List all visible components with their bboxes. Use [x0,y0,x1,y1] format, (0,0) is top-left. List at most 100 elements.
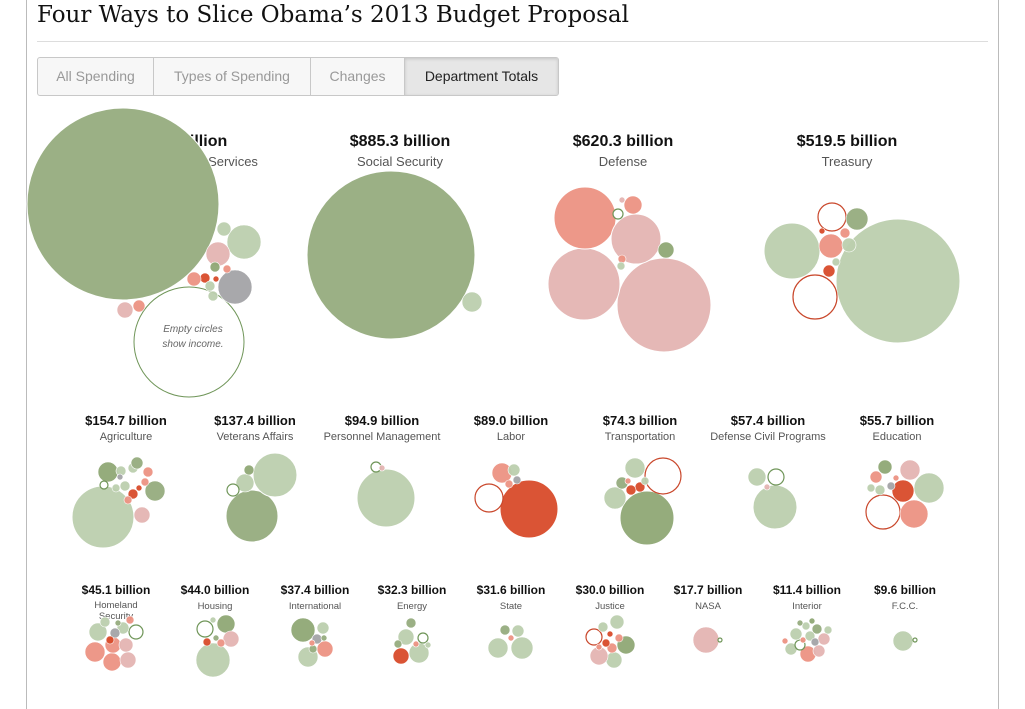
spending-bubble [811,623,823,635]
spending-bubble [216,614,236,634]
spending-bubble [397,628,415,646]
tab-department-totals[interactable]: Department Totals [405,58,558,95]
amount-label-personnel-management: $94.9 billion [345,413,419,428]
spending-bubble [130,456,144,470]
dept-label-defense-civil-programs: Defense Civil Programs [710,431,826,443]
spending-bubble [812,644,826,658]
spending-bubble [822,264,836,278]
dept-label-f-c-c: F.C.C. [892,601,918,612]
dept-label-transportation: Transportation [605,431,676,443]
spending-bubble [692,626,720,654]
spending-bubble [899,499,929,529]
spending-bubble [877,459,893,475]
dept-label-state: State [500,601,522,612]
tab-all-spending[interactable]: All Spending [38,58,154,95]
spending-bubble [88,622,108,642]
spending-bubble [132,299,146,313]
spending-bubble [212,275,220,283]
spending-bubble [209,616,217,624]
spending-bubble [195,642,231,678]
income-bubble [767,468,785,486]
amount-label-labor: $89.0 billion [474,413,548,428]
tab-types-of-spending[interactable]: Types of Spending [154,58,311,95]
spending-bubble [222,264,232,274]
dept-label-education: Education [873,431,922,443]
income-bubble [912,637,918,643]
spending-bubble [84,641,106,663]
income-bubble [817,202,847,232]
spending-bubble [308,644,318,654]
spending-bubble [818,227,826,235]
spending-bubble [606,642,618,654]
income-bubble [717,637,723,643]
income-bubble [128,624,144,640]
spending-bubble [747,467,767,487]
spending-bubble [461,291,483,313]
spending-bubble [392,647,410,665]
amount-label-defense-civil-programs: $57.4 billion [731,413,805,428]
dept-label-interior: Interior [792,601,822,612]
spending-bubble [125,615,135,625]
income-bubble [196,620,214,638]
dept-label-international: International [289,601,341,612]
spending-bubble [186,271,202,287]
spending-bubble [26,107,220,301]
dept-label-homeland-security-2: Security [99,611,134,622]
amount-label-homeland-security: $45.1 billion [82,583,151,597]
spending-bubble [99,616,111,628]
spending-bubble [869,470,883,484]
spending-bubble [499,624,511,636]
spending-bubble [624,477,632,485]
spending-bubble [818,233,844,259]
dept-label-defense: Defense [599,154,647,169]
spending-bubble [142,466,154,478]
spending-bubble [512,475,522,485]
spending-bubble [507,634,515,642]
spending-bubble [831,257,841,267]
note-line-2: show income. [162,339,223,350]
amount-label-housing: $44.0 billion [181,583,250,597]
spending-bubble [511,624,525,638]
amount-label-international: $37.4 billion [281,583,350,597]
spending-bubble [619,490,675,546]
spending-bubble [487,637,509,659]
spending-bubble [618,196,626,204]
spending-bubble [507,463,521,477]
dept-label-personnel-management: Personnel Management [324,431,441,443]
spending-bubble [102,652,122,672]
spending-bubble [823,625,833,635]
amount-label-f-c-c: $9.6 billion [874,583,936,597]
income-bubble [792,274,838,320]
amount-label-education: $55.7 billion [860,413,934,428]
spending-bubble [119,480,131,492]
spending-bubble [510,636,534,660]
spending-bubble [841,237,857,253]
spending-bubble [835,218,961,344]
spending-bubble [866,483,876,493]
spending-bubble [623,195,643,215]
income-bubble [612,208,624,220]
spending-bubble [135,484,143,492]
spending-bubble [109,627,121,639]
tab-changes[interactable]: Changes [311,58,405,95]
amount-label-state: $31.6 billion [477,583,546,597]
spending-bubble [216,221,232,237]
dept-label-homeland-security: Homeland [94,600,137,611]
dept-label-justice: Justice [595,601,625,612]
spending-bubble [804,630,816,642]
spending-bubble [127,488,139,500]
spending-bubble [817,632,831,646]
spending-bubble [808,617,816,625]
spending-bubble [839,227,851,239]
spending-bubble [356,468,416,528]
spending-bubble [111,483,121,493]
spending-bubble [116,301,134,319]
spending-bubble [886,481,896,491]
income-bubble [99,480,109,490]
spending-bubble [763,222,821,280]
spending-bubble [547,247,621,321]
spending-bubble [801,621,811,631]
spending-bubble [892,474,900,482]
spending-bubble [320,634,328,642]
amount-label-energy: $32.3 billion [378,583,447,597]
